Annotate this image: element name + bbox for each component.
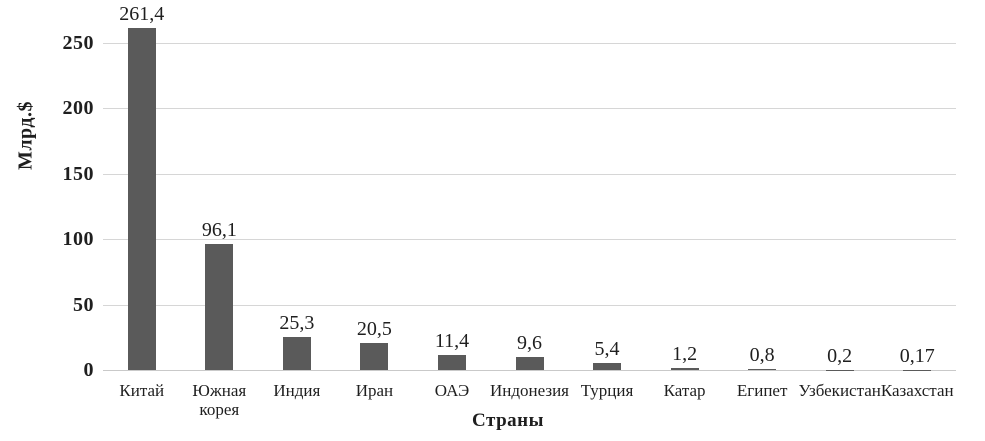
bar-value-label: 96,1 <box>201 219 237 242</box>
x-category-label: Турция <box>580 381 634 400</box>
x-category-label: Южная корея <box>192 381 247 419</box>
bar-value-label: 9,6 <box>517 332 542 355</box>
x-category-label: ОАЭ <box>434 381 470 400</box>
bar-value-label: 20,5 <box>356 318 392 341</box>
bar-value-label: 0,17 <box>899 344 935 367</box>
x-category-label: Катар <box>663 381 706 400</box>
y-tick-label: 50 <box>73 293 94 316</box>
bar-value-label: 1,2 <box>672 343 698 366</box>
baseline <box>103 370 956 371</box>
x-category-label: Индонезия <box>489 381 569 400</box>
gridline <box>103 304 956 306</box>
bar <box>360 343 389 370</box>
bar <box>282 336 311 370</box>
x-axis-title: Страны <box>472 410 544 431</box>
bar-value-label: 0,2 <box>827 344 853 367</box>
x-category-label: Индия <box>273 381 321 400</box>
gridline <box>103 43 956 44</box>
bar-value-label: 11,4 <box>434 330 470 353</box>
bar <box>748 368 777 370</box>
gridline <box>103 108 956 110</box>
bar <box>127 28 156 370</box>
bar-value-label: 261,4 <box>119 3 165 26</box>
y-tick-label: 0 <box>83 359 94 381</box>
bar-value-label: 5,4 <box>594 337 620 360</box>
bar <box>515 357 544 370</box>
y-tick-label: 150 <box>62 162 94 185</box>
x-category-label: Иран <box>355 381 394 400</box>
bar <box>670 368 699 370</box>
x-category-label: Узбекистан <box>798 381 881 400</box>
bar-value-label: 25,3 <box>279 311 315 334</box>
x-category-label: Китай <box>119 381 165 400</box>
bar <box>437 355 466 370</box>
gridline <box>103 173 956 175</box>
y-tick-label: 250 <box>62 32 94 54</box>
gridline <box>103 239 956 241</box>
bar <box>593 362 622 370</box>
x-category-label: Египет <box>736 381 788 400</box>
y-axis-title: Млрд.$ <box>14 100 37 171</box>
y-tick-label: 200 <box>62 97 94 120</box>
x-category-label: Казахстан <box>880 381 954 400</box>
bar-value-label: 0,8 <box>749 343 775 366</box>
bar <box>205 244 234 370</box>
y-tick-label: 100 <box>62 228 94 251</box>
